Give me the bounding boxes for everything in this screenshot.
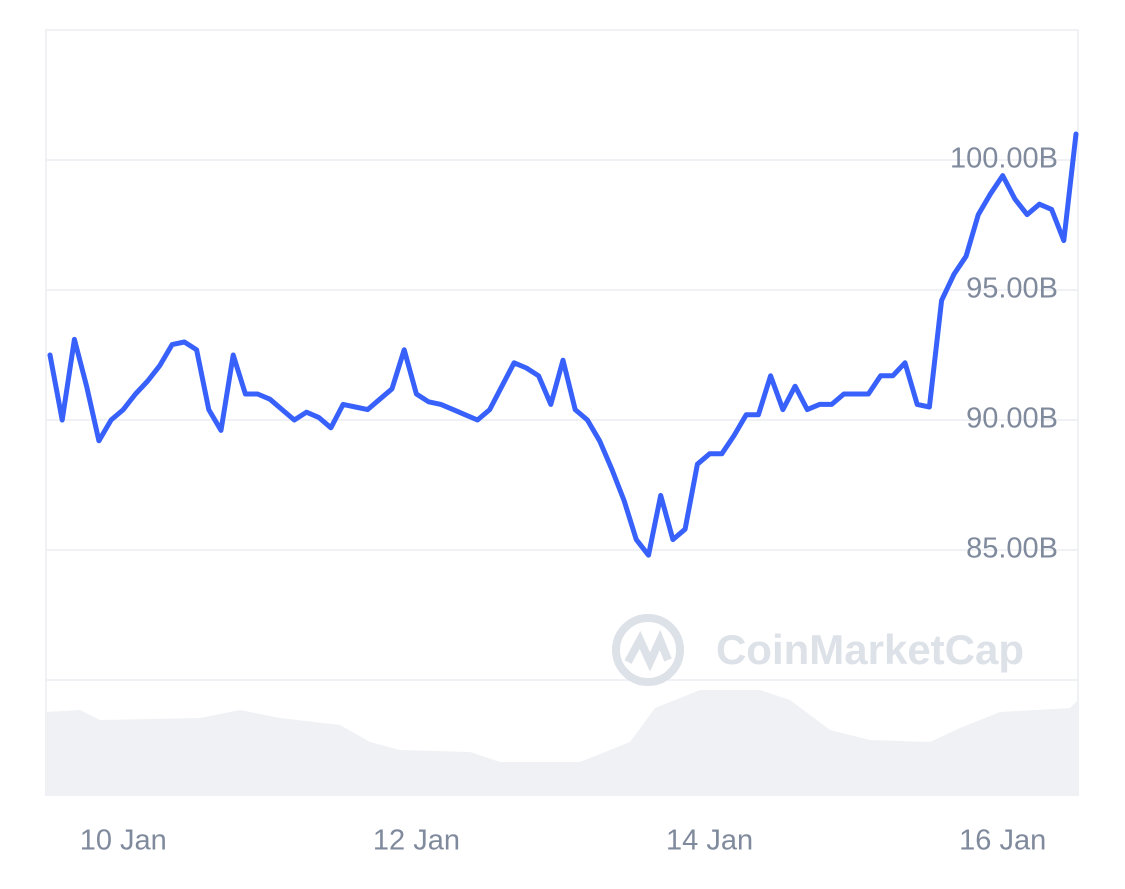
x-tick-label: 14 Jan — [666, 825, 753, 857]
plot-frame — [45, 29, 1079, 796]
volume-area — [46, 690, 1078, 795]
x-tick-label: 12 Jan — [373, 825, 460, 857]
y-tick-label: 95.00B — [966, 273, 1058, 305]
price-line — [47, 131, 1079, 558]
watermark-logo — [612, 614, 684, 686]
y-tick-label: 90.00B — [966, 403, 1058, 435]
y-tick-label: 85.00B — [966, 533, 1058, 565]
x-tick-label: 16 Jan — [959, 825, 1046, 857]
y-tick-label: 100.00B — [950, 143, 1058, 175]
watermark: CoinMarketCap — [716, 626, 1024, 673]
x-tick-label: 10 Jan — [80, 825, 167, 857]
